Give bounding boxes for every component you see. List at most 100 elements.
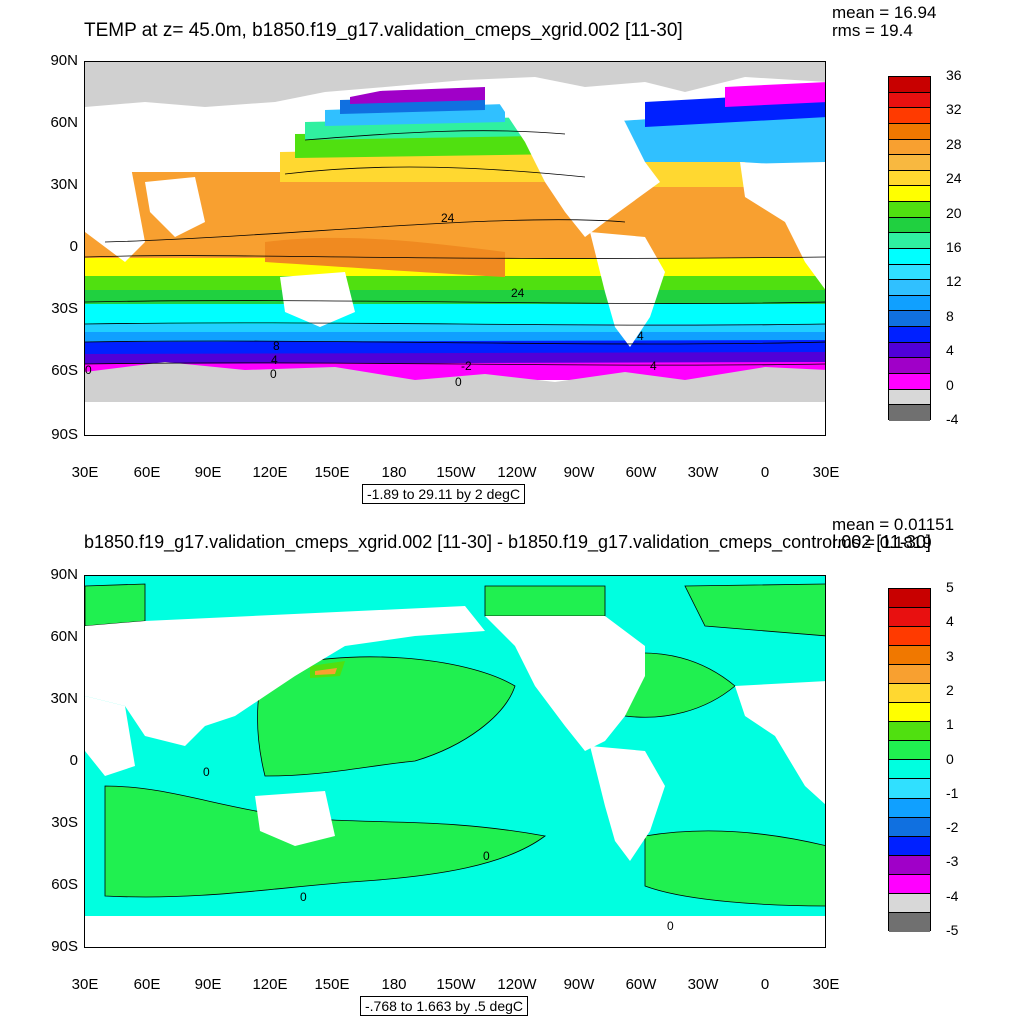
contour-line xyxy=(304,130,566,141)
colorbar-swatch xyxy=(889,358,930,374)
colorbar-swatch xyxy=(889,684,930,704)
lon-label: 120E xyxy=(252,464,288,481)
colorbar-label: 16 xyxy=(946,239,962,255)
contour-line xyxy=(85,362,825,366)
colorbar-label: 12 xyxy=(946,273,962,290)
lat-label: 0 xyxy=(69,752,78,769)
colorbar-swatch xyxy=(889,741,930,761)
south-america-land xyxy=(590,232,665,347)
lat-label: 30S xyxy=(51,300,78,317)
lat-label: 30N xyxy=(50,690,78,707)
panel2-rms: rms = 0.1819 xyxy=(832,533,932,552)
band-cyan xyxy=(85,302,825,324)
australia-land xyxy=(280,272,355,327)
south-america-land xyxy=(590,746,665,861)
colorbar-label: -3 xyxy=(946,853,959,870)
colorbar-swatch xyxy=(889,627,930,647)
lat-label: 90S xyxy=(51,426,78,443)
lon-label: 30E xyxy=(812,976,840,993)
contour-label: 4 xyxy=(650,359,657,373)
difference-map-svg: 0 0 0 0 xyxy=(85,576,825,947)
lon-label: 30E xyxy=(812,464,840,481)
colorbar-swatch xyxy=(889,155,930,171)
colorbar-swatch xyxy=(889,139,930,156)
lon-label: 150W xyxy=(436,976,476,993)
arctic-green-3 xyxy=(684,583,825,637)
panel1-colorbar xyxy=(888,76,931,421)
panel1-range-box: -1.89 to 29.11 by 2 degC xyxy=(362,484,526,504)
temperature-map-plot: 24 24 8 4 0 0 0 -2 4 4 xyxy=(84,61,826,436)
colorbar-swatch xyxy=(889,202,930,218)
arctic-ice xyxy=(85,62,825,107)
panel1-title: TEMP at z= 45.0m, b1850.f19_g17.validati… xyxy=(84,20,683,41)
lon-label: 180 xyxy=(381,976,407,993)
lon-label: 0 xyxy=(760,976,770,993)
colorbar-label: -1 xyxy=(946,784,959,801)
colorbar-label: 8 xyxy=(946,307,954,324)
colorbar-swatch xyxy=(889,836,930,856)
panel1-rms: rms = 19.4 xyxy=(832,21,913,40)
colorbar-label: 24 xyxy=(946,170,962,187)
lon-label: 120W xyxy=(497,976,537,993)
colorbar-swatch xyxy=(889,248,930,265)
colorbar-swatch xyxy=(889,342,930,359)
lon-label: 30E xyxy=(71,464,99,481)
colorbar-swatch xyxy=(889,608,930,628)
lon-label: 30W xyxy=(687,464,719,481)
panel2-colorbar xyxy=(888,588,931,932)
npac-green xyxy=(257,656,516,777)
colorbar-swatch xyxy=(889,327,930,343)
colorbar-swatch xyxy=(889,233,930,249)
colorbar-label: 5 xyxy=(946,579,954,595)
north-america-land xyxy=(485,616,645,751)
lat-label: 30N xyxy=(50,176,78,193)
contour-line xyxy=(284,166,586,178)
colorbar-swatch xyxy=(889,264,930,281)
colorbar-swatch xyxy=(889,405,930,421)
colorbar-label: 20 xyxy=(946,204,962,221)
colorbar-label: 2 xyxy=(946,681,954,698)
colorbar-swatch xyxy=(889,92,930,109)
colorbar-swatch xyxy=(889,779,930,799)
colorbar-label: 28 xyxy=(946,135,962,152)
sio-green xyxy=(104,785,546,898)
lon-label: 60W xyxy=(625,464,657,481)
temperature-map-panel: TEMP at z= 45.0m, b1850.f19_g17.validati… xyxy=(50,3,962,504)
colorbar-label: 4 xyxy=(946,613,954,630)
lon-label: 0 xyxy=(760,464,770,481)
colorbar-swatch xyxy=(889,855,930,875)
contour-label: 0 xyxy=(667,919,674,933)
temperature-map-svg: 24 24 8 4 0 0 0 -2 4 4 xyxy=(85,62,825,435)
colorbar-swatch xyxy=(889,912,930,932)
colorbar-swatch xyxy=(889,798,930,818)
lat-label: 60N xyxy=(50,114,78,131)
lon-label: 30W xyxy=(687,976,719,993)
lon-label: 150E xyxy=(314,976,350,993)
colorbar-swatch xyxy=(889,311,930,327)
colorbar-swatch xyxy=(889,722,930,742)
arctic-green-2 xyxy=(484,585,606,617)
colorbar-swatch xyxy=(889,817,930,837)
panel2-range-box: -.768 to 1.663 by .5 degC xyxy=(360,996,528,1016)
colorbar-swatch xyxy=(889,646,930,666)
lat-label: 90N xyxy=(50,52,78,69)
colorbar-label: -5 xyxy=(946,922,959,938)
contour-label: 24 xyxy=(511,286,525,300)
colorbar-swatch xyxy=(889,77,930,93)
north-america-land xyxy=(495,92,660,237)
contour-line xyxy=(85,255,825,259)
panel1-mean: mean = 16.94 xyxy=(832,3,937,22)
contour-label: -2 xyxy=(461,359,472,373)
npac-purple xyxy=(350,87,485,104)
colorbar-swatch xyxy=(889,217,930,234)
lon-label: 90W xyxy=(563,464,595,481)
lat-label: 60S xyxy=(51,876,78,893)
eurasia-land xyxy=(85,606,485,746)
lon-label: 90W xyxy=(563,976,595,993)
antarctica-land xyxy=(85,916,825,947)
colorbar-swatch xyxy=(889,893,930,913)
colorbar-swatch xyxy=(889,186,930,202)
contour-label: 0 xyxy=(85,363,92,377)
africa-east-land xyxy=(85,696,135,776)
contour-line xyxy=(85,300,825,304)
